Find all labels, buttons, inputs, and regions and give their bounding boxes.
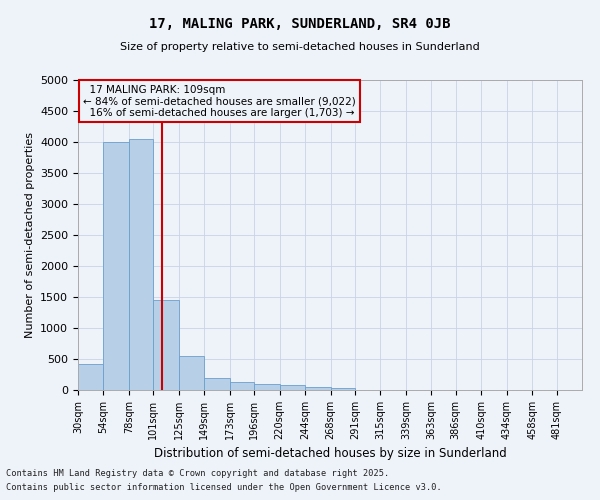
Bar <box>280 386 305 390</box>
Y-axis label: Number of semi-detached properties: Number of semi-detached properties <box>25 132 35 338</box>
Bar <box>204 378 230 390</box>
Text: Contains HM Land Registry data © Crown copyright and database right 2025.: Contains HM Land Registry data © Crown c… <box>6 468 389 477</box>
Bar <box>154 300 179 390</box>
Bar <box>78 364 103 390</box>
Text: Contains public sector information licensed under the Open Government Licence v3: Contains public sector information licen… <box>6 484 442 492</box>
Bar <box>179 356 204 390</box>
X-axis label: Distribution of semi-detached houses by size in Sunderland: Distribution of semi-detached houses by … <box>154 448 506 460</box>
Text: 17, MALING PARK, SUNDERLAND, SR4 0JB: 17, MALING PARK, SUNDERLAND, SR4 0JB <box>149 18 451 32</box>
Text: Size of property relative to semi-detached houses in Sunderland: Size of property relative to semi-detach… <box>120 42 480 52</box>
Bar <box>254 384 280 390</box>
Bar <box>331 388 355 390</box>
Bar <box>305 386 331 390</box>
Bar <box>103 142 129 390</box>
Bar <box>230 382 254 390</box>
Bar <box>129 139 154 390</box>
Text: 17 MALING PARK: 109sqm
← 84% of semi-detached houses are smaller (9,022)
  16% o: 17 MALING PARK: 109sqm ← 84% of semi-det… <box>83 84 356 118</box>
